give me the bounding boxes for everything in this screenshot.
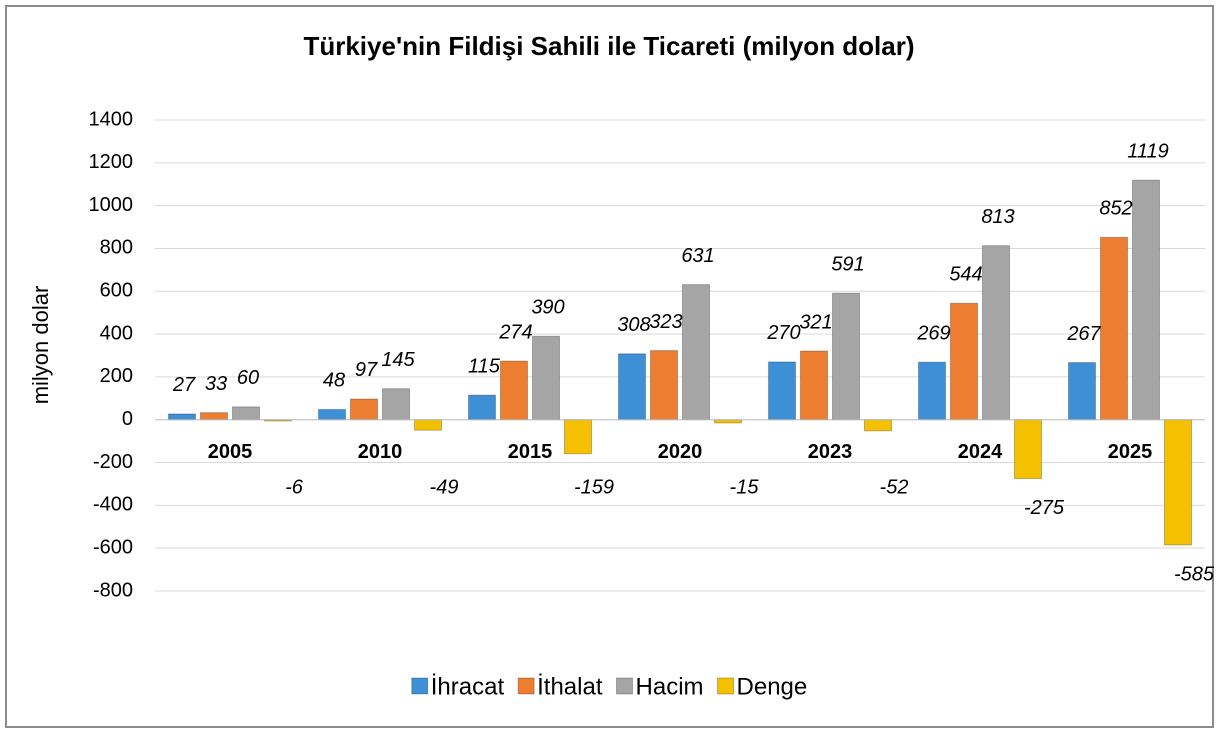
- data-label: 390: [531, 297, 564, 319]
- data-label: -49: [430, 476, 459, 498]
- legend-label: Hacim: [636, 673, 704, 700]
- x-tick-label: 2023: [808, 441, 853, 463]
- data-label: -275: [1024, 497, 1065, 519]
- legend-swatch: [717, 677, 735, 695]
- data-label: 60: [237, 367, 259, 389]
- chart-title: Türkiye'nin Fildişi Sahili ile Ticareti …: [303, 31, 914, 61]
- legend-swatch: [616, 677, 634, 695]
- y-tick-label: -200: [93, 451, 133, 473]
- data-label: 321: [799, 311, 832, 333]
- y-tick-label: -800: [93, 579, 133, 601]
- x-tick-label: 2025: [1108, 441, 1153, 463]
- data-label: 308: [617, 314, 650, 336]
- data-label: -6: [285, 476, 304, 498]
- data-label: 323: [649, 311, 682, 333]
- data-label: 33: [205, 373, 227, 395]
- bar: [950, 302, 978, 421]
- legend-label: İthalat: [537, 673, 603, 700]
- bar: [318, 408, 346, 421]
- x-tick-label: 2010: [358, 441, 403, 463]
- bar: [982, 245, 1010, 421]
- bar: [1100, 236, 1128, 421]
- bar: [1132, 179, 1160, 421]
- x-tick-label: 2005: [208, 441, 253, 463]
- bar: [1164, 419, 1192, 546]
- data-label: 1119: [1127, 140, 1169, 162]
- bar: [618, 353, 646, 421]
- data-label: 270: [766, 322, 800, 344]
- y-tick-label: 0: [122, 408, 133, 430]
- data-label: 269: [916, 322, 950, 344]
- bar: [468, 394, 496, 421]
- bar: [768, 361, 796, 421]
- y-tick-label: 1000: [89, 194, 134, 216]
- y-tick-label: 400: [100, 322, 133, 344]
- bar: [532, 335, 560, 421]
- data-label: 145: [381, 349, 415, 371]
- legend-swatch: [517, 677, 535, 695]
- legend-swatch: [411, 677, 429, 695]
- y-tick-label: -600: [93, 536, 133, 558]
- bar: [564, 419, 592, 455]
- x-tick-label: 2020: [658, 441, 703, 463]
- bar: [168, 413, 196, 421]
- bar: [382, 388, 410, 421]
- legend: İhracat İthalat Hacim Denge: [411, 673, 808, 700]
- chart-frame: [5, 5, 1214, 728]
- bar: [832, 292, 860, 421]
- data-label: -585: [1174, 563, 1215, 585]
- data-label: -15: [730, 476, 760, 498]
- data-label: 544: [949, 264, 982, 286]
- y-tick-label: 1200: [89, 151, 134, 173]
- bar: [1068, 362, 1096, 421]
- y-tick-label: 600: [100, 280, 133, 302]
- bar: [350, 398, 378, 421]
- data-label: 48: [323, 370, 345, 392]
- data-label: 813: [981, 206, 1014, 228]
- legend-label: Denge: [737, 673, 808, 700]
- bar: [864, 419, 892, 432]
- bar: [682, 284, 710, 421]
- data-label: 274: [498, 321, 532, 343]
- bar: [500, 360, 528, 421]
- data-label: 852: [1099, 198, 1132, 220]
- x-tick-label: 2024: [958, 441, 1003, 463]
- x-tick-label: 2015: [508, 441, 553, 463]
- y-tick-label: 200: [100, 365, 133, 387]
- bar: [650, 350, 678, 421]
- data-label: 97: [355, 359, 378, 381]
- bar: [200, 412, 228, 421]
- y-tick-label: 800: [100, 237, 133, 259]
- bar: [918, 361, 946, 421]
- bar: [800, 350, 828, 421]
- bar: [414, 419, 442, 431]
- data-label: 631: [681, 245, 714, 267]
- legend-label: İhracat: [431, 673, 505, 700]
- data-label: 591: [831, 253, 864, 275]
- data-label: 27: [172, 374, 196, 396]
- data-label: -52: [880, 476, 909, 498]
- bar: [232, 406, 260, 421]
- data-label: 267: [1066, 323, 1101, 345]
- y-tick-label: -400: [93, 494, 133, 516]
- y-axis-label: milyon dolar: [28, 286, 53, 405]
- y-tick-label: 1400: [89, 108, 134, 130]
- bar: [1014, 419, 1042, 480]
- data-label: 115: [468, 355, 501, 377]
- data-label: -159: [574, 476, 614, 498]
